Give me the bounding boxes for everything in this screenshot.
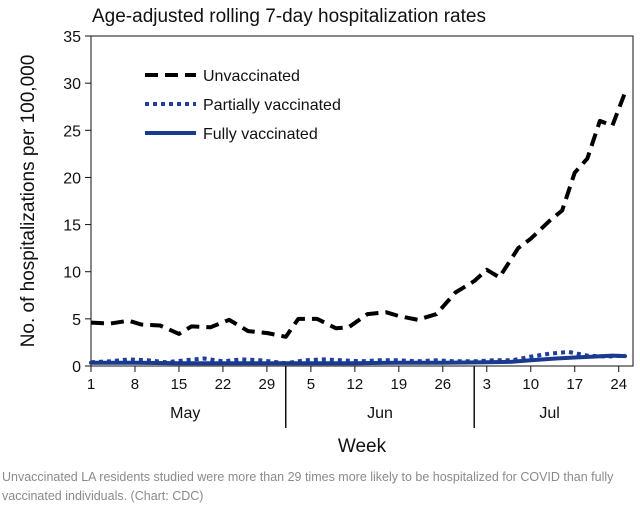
y-tick-label: 35 — [63, 29, 81, 46]
y-tick-label: 20 — [63, 170, 81, 187]
x-tick-label: 19 — [390, 376, 407, 393]
legend-label: Partially vaccinated — [203, 97, 341, 114]
x-tick-label: 26 — [434, 376, 451, 393]
x-axis: 1 8 15 22 29 5 12 19 26 3 10 17 24 May Jun Jul — [87, 366, 627, 428]
x-tick-label: 15 — [171, 376, 188, 393]
x-tick-label: 3 — [483, 376, 491, 393]
plot-area — [90, 35, 634, 367]
x-tick-label: 22 — [215, 376, 232, 393]
y-tick-label: 15 — [63, 218, 81, 235]
series-line-partially-vaccinated — [90, 349, 626, 366]
month-label: May — [170, 405, 200, 422]
chart-title: Age-adjusted rolling 7-day hospitalizati… — [92, 6, 486, 27]
legend-label: Fully vaccinated — [203, 126, 318, 143]
x-tick-label: 1 — [87, 376, 95, 393]
month-label: Jul — [539, 405, 559, 422]
caption: Unvaccinated LA residents studied were m… — [2, 470, 614, 503]
x-tick-label: 8 — [131, 376, 139, 393]
y-axis: 0 5 10 15 20 25 30 35 — [63, 29, 91, 376]
series-line-fully-vaccinated — [89, 353, 627, 366]
legend-label: Unvaccinated — [203, 68, 300, 85]
hospitalization-chart: Age-adjusted rolling 7-day hospitalizati… — [18, 6, 634, 457]
x-tick-label: 12 — [347, 376, 364, 393]
y-tick-label: 0 — [72, 359, 81, 376]
x-tick-label: 10 — [522, 376, 539, 393]
x-tick-label: 24 — [610, 376, 627, 393]
y-axis-label: No. of hospitalizations per 100,000 — [18, 55, 39, 348]
x-axis-label: Week — [338, 436, 387, 457]
plot-frame — [90, 35, 634, 367]
y-tick-label: 10 — [63, 265, 81, 282]
x-tick-label: 5 — [307, 376, 315, 393]
month-label: Jun — [367, 405, 393, 422]
y-tick-label: 5 — [72, 312, 81, 329]
x-tick-label: 17 — [566, 376, 583, 393]
y-tick-label: 30 — [63, 76, 81, 93]
legend: Unvaccinated Partially vaccinated Fully va… — [145, 68, 341, 143]
x-tick-label: 29 — [259, 376, 276, 393]
y-tick-label: 25 — [63, 123, 81, 140]
series-line-unvaccinated — [90, 91, 627, 339]
series-layer — [89, 91, 627, 366]
